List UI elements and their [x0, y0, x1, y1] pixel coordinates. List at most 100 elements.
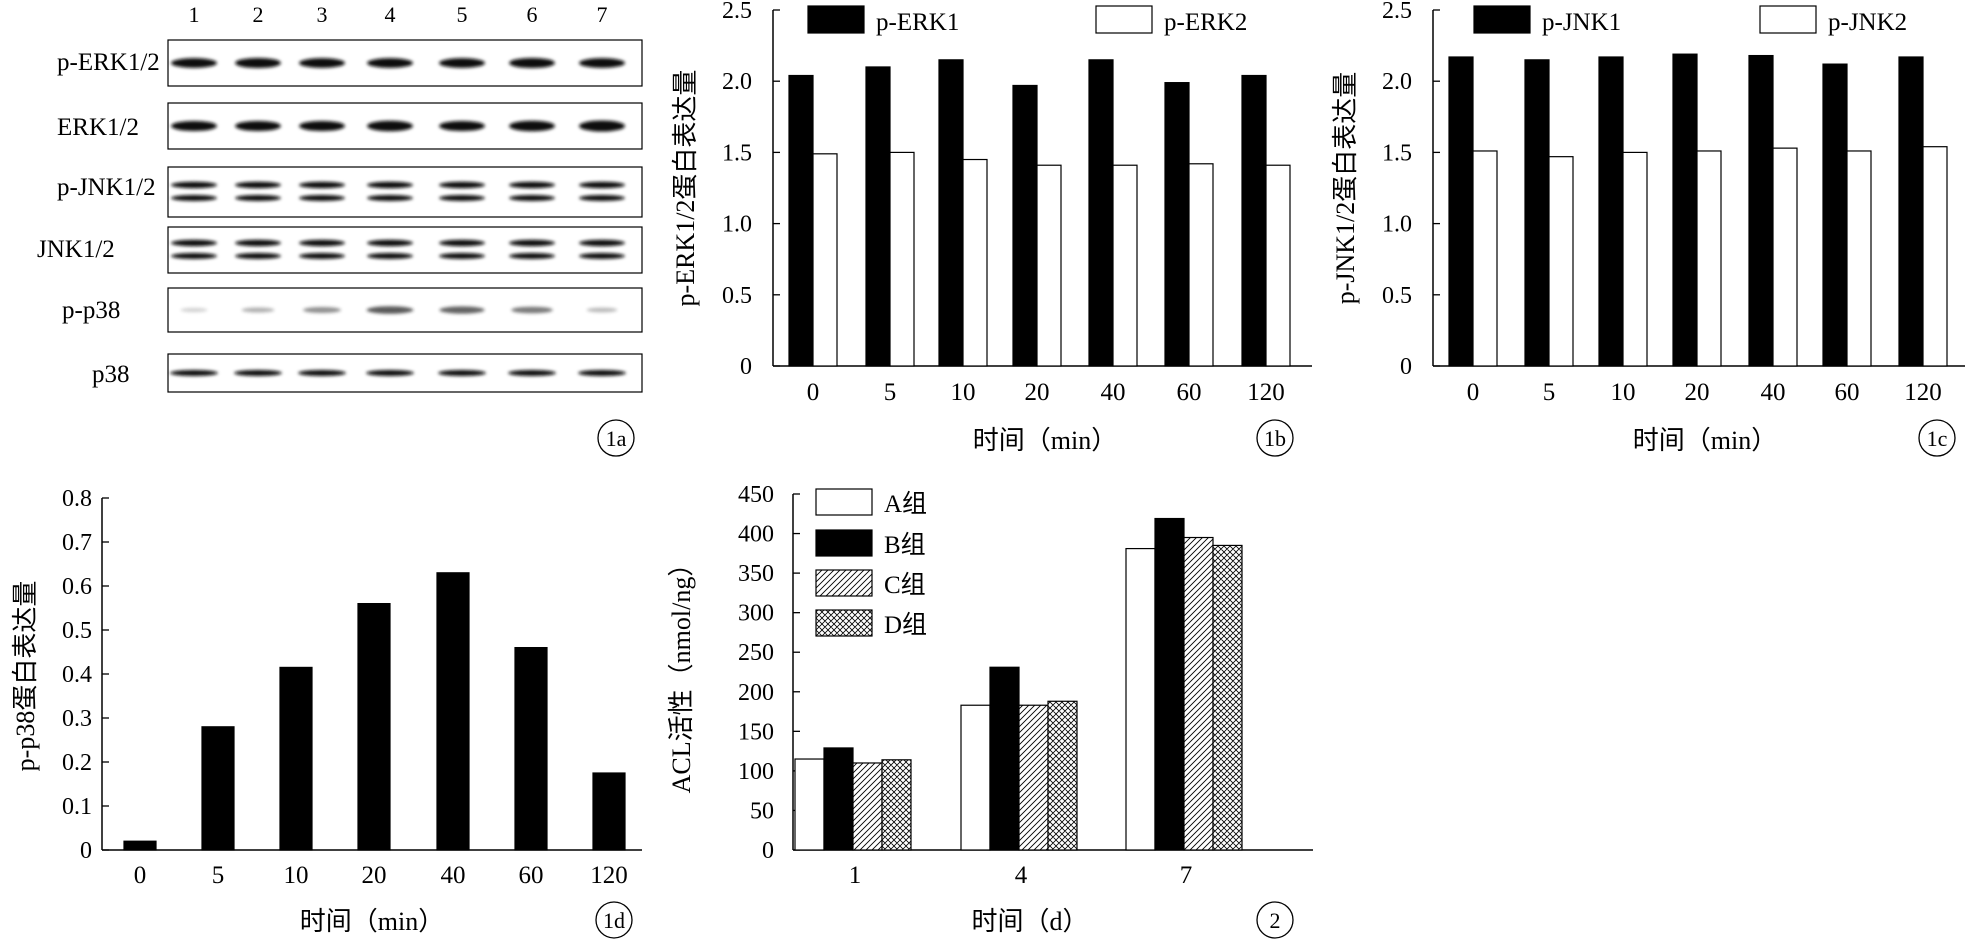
- blot-band: [299, 239, 345, 247]
- bar: [938, 59, 964, 367]
- blot-band: [366, 306, 414, 314]
- panel-tag-label: 1c: [1927, 426, 1948, 451]
- blot-band: [509, 120, 555, 132]
- x-tick-label: 1: [849, 862, 862, 889]
- bar: [881, 759, 912, 851]
- bar: [989, 666, 1020, 851]
- y-axis-label: p-p38蛋白表达量: [11, 581, 40, 772]
- x-tick-label: 4: [1015, 862, 1028, 889]
- y-tick-label: 0.5: [1382, 283, 1412, 309]
- legend-swatch: [807, 5, 865, 34]
- y-tick-label: 50: [750, 798, 774, 824]
- lane-number: 6: [527, 2, 538, 27]
- bar: [1448, 56, 1474, 367]
- chart-1c: 0 0.5 1.0 1.5 2.0 2.5 0 5 10 20 40 60 120 p-JNK1/2蛋白表…: [1331, 0, 1965, 457]
- x-tick-label: 10: [284, 862, 309, 889]
- legend-swatch: [1759, 5, 1817, 34]
- bar: [1047, 700, 1078, 851]
- legend-swatch: [1095, 5, 1153, 34]
- lane-number: 1: [189, 2, 200, 27]
- bar: [1241, 74, 1267, 367]
- x-tick-label: 40: [1761, 379, 1786, 406]
- panel-tag-label: 1d: [603, 908, 625, 933]
- x-tick-label: 60: [1835, 379, 1860, 406]
- bar: [592, 772, 626, 851]
- blot-band: [235, 239, 281, 247]
- lane-number: 2: [253, 2, 264, 27]
- blot-band: [299, 253, 345, 259]
- blot-band: [241, 307, 275, 313]
- bar: [865, 66, 891, 367]
- y-tick-label: 0: [762, 838, 774, 864]
- bar: [1846, 150, 1872, 367]
- blot-band: [235, 195, 281, 201]
- x-tick-label: 40: [441, 862, 466, 889]
- blot-band: [439, 306, 485, 314]
- blot-band: [579, 58, 625, 68]
- bar: [1772, 147, 1798, 367]
- y-tick-label: 1.0: [1382, 212, 1412, 238]
- bar: [201, 726, 235, 851]
- y-tick-label: 0.2: [62, 750, 92, 776]
- chart-1b: 0 0.5 1.0 1.5 2.0 2.5 0 5 10 20 40 60 120 p-ERK1/2蛋白表…: [671, 0, 1312, 457]
- panel-tag-circle: [1256, 901, 1294, 939]
- legend-label: B组: [884, 531, 926, 559]
- x-tick-label: 120: [590, 862, 628, 889]
- bar: [962, 158, 988, 367]
- legend-swatch: [815, 488, 873, 516]
- bar: [1212, 544, 1243, 851]
- blot-row-label: JNK1/2: [37, 236, 115, 263]
- blot-strip: [167, 226, 643, 274]
- x-tick-label: 10: [1611, 379, 1636, 406]
- x-tick-label: 120: [1904, 379, 1942, 406]
- blot-band: [578, 370, 626, 376]
- blot-band: [511, 306, 553, 314]
- blot-row-label: p-JNK1/2: [57, 174, 156, 201]
- bar: [852, 762, 883, 851]
- blot-band: [171, 195, 217, 201]
- lane-number: 5: [457, 2, 468, 27]
- blot-band: [367, 253, 413, 259]
- blot-band: [438, 370, 486, 376]
- blot-band: [439, 58, 485, 68]
- blot-band: [586, 307, 618, 313]
- bar: [1548, 156, 1574, 367]
- blot-row-label: ERK1/2: [57, 114, 139, 141]
- y-tick-label: 0.3: [62, 706, 92, 732]
- y-tick-label: 2.0: [1382, 69, 1412, 95]
- y-tick-label: 0: [740, 354, 752, 380]
- y-tick-label: 0.4: [62, 662, 92, 688]
- blot-band: [509, 253, 555, 259]
- y-tick-label: 2.5: [722, 0, 752, 24]
- y-axis-label: p-JNK1/2蛋白表达量: [1331, 72, 1360, 305]
- blot-row-label: p38: [92, 361, 130, 388]
- legend-label: p-JNK1: [1542, 9, 1621, 36]
- x-tick-label: 20: [1025, 379, 1050, 406]
- bar: [436, 572, 470, 851]
- legend-swatch: [815, 609, 873, 637]
- chart-1d: 0 0.1 0.2 0.3 0.4 0.5 0.6 0.7 0.8 0 5 10 20 40 60 120 p-…: [11, 486, 642, 939]
- x-tick-label: 10: [951, 379, 976, 406]
- blot-band: [509, 195, 555, 201]
- legend-label: p-ERK2: [1164, 9, 1247, 36]
- x-axis-label: 时间（min）: [300, 907, 444, 936]
- panel-tag-label: 1b: [1264, 426, 1286, 451]
- blot-band: [579, 253, 625, 259]
- blot-band: [579, 120, 625, 132]
- blot-band: [367, 195, 413, 201]
- legend-label: D组: [884, 611, 927, 639]
- legend-swatch: [1473, 5, 1531, 34]
- bar: [1112, 164, 1138, 367]
- blot-band: [367, 239, 413, 247]
- blot-band: [579, 195, 625, 201]
- blot-band: [298, 370, 346, 376]
- blot-band: [235, 253, 281, 259]
- blot-band: [439, 181, 485, 189]
- bar: [889, 151, 915, 367]
- y-axis-label: ACL活性（nmol/ng）: [667, 551, 696, 794]
- panel-tag-circle: [595, 901, 633, 939]
- panel-tag-label: 1a: [606, 426, 627, 451]
- y-axis-label: p-ERK1/2蛋白表达量: [671, 70, 700, 307]
- y-tick-label: 200: [738, 680, 774, 706]
